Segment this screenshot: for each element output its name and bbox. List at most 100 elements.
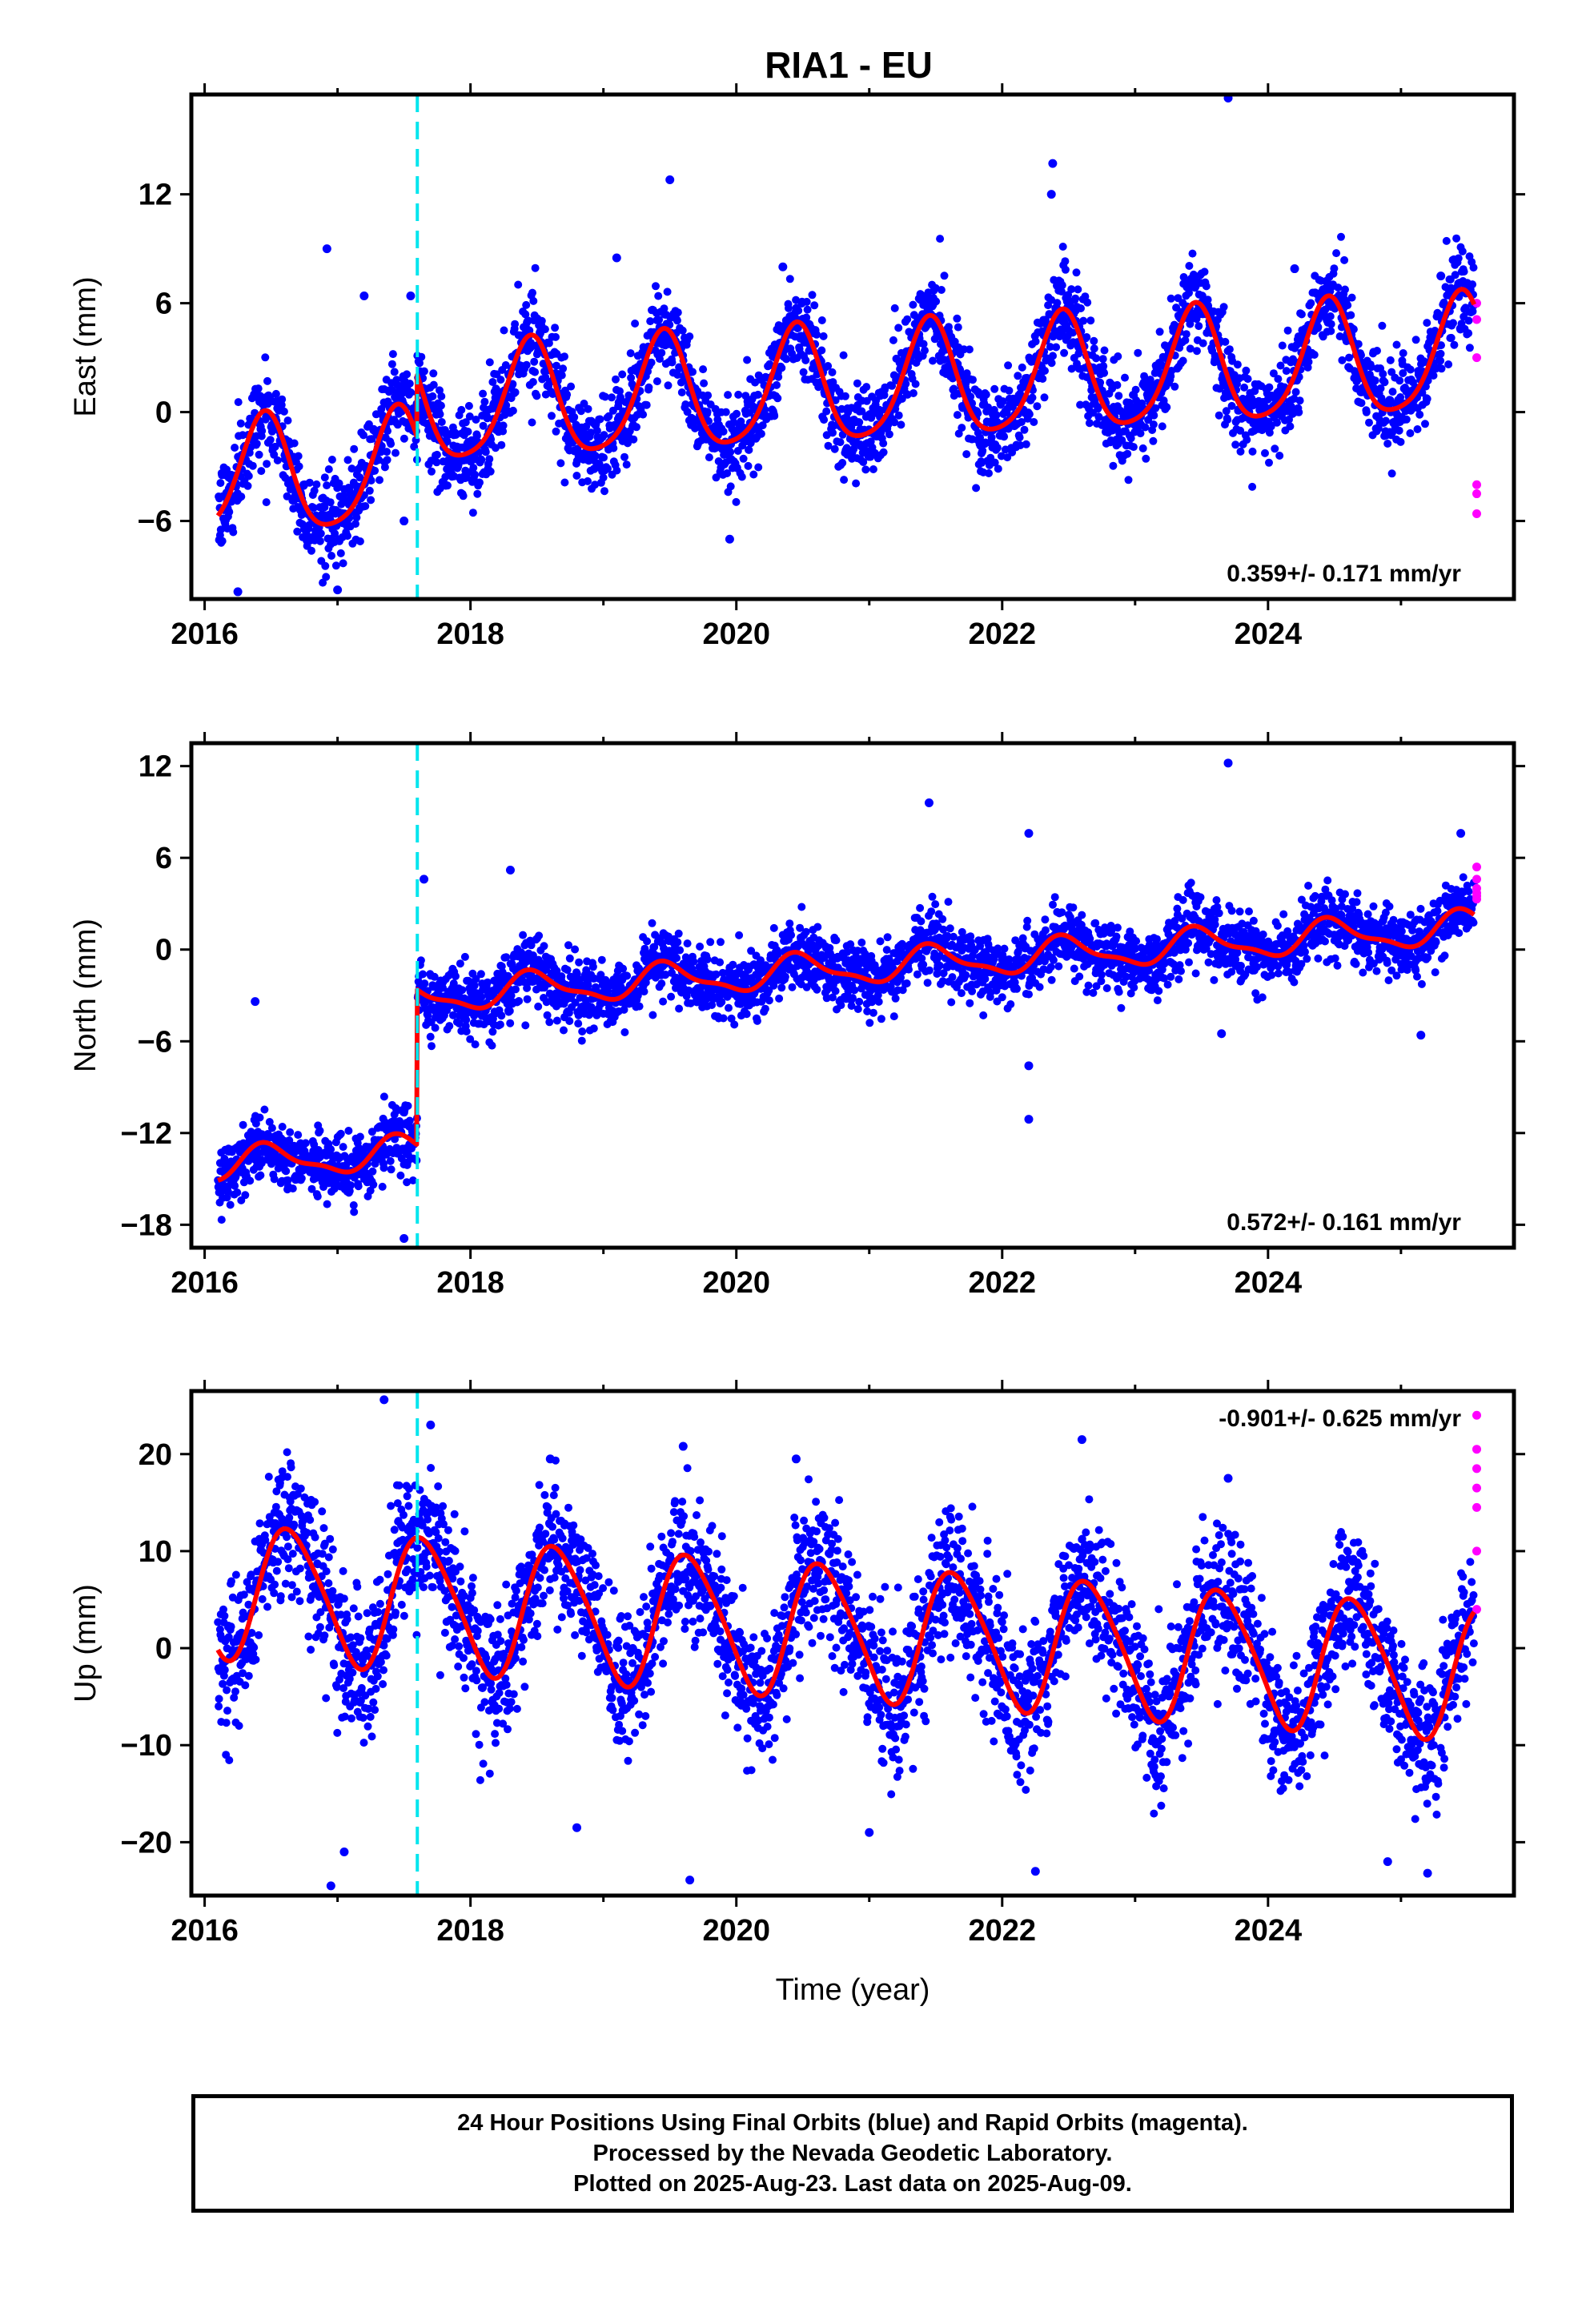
data-point [663, 287, 672, 296]
data-point [813, 985, 821, 994]
data-point [570, 412, 579, 421]
data-point [745, 445, 753, 454]
data-point [757, 429, 765, 438]
data-point [1326, 312, 1335, 320]
data-point [932, 297, 941, 306]
data-point [1031, 337, 1040, 346]
data-point [1248, 482, 1257, 491]
data-point [246, 1176, 255, 1185]
data-point [643, 937, 652, 946]
data-point [405, 1116, 414, 1125]
data-point [954, 323, 962, 332]
data-point [969, 376, 977, 384]
outlier-point [1046, 190, 1056, 199]
data-point [1449, 319, 1457, 328]
data-point [612, 375, 620, 384]
data-point [283, 492, 291, 501]
data-point [567, 382, 576, 391]
data-point [808, 291, 817, 300]
data-point [236, 419, 245, 428]
data-point [419, 970, 428, 979]
data-point [1429, 372, 1438, 380]
data-point [456, 959, 464, 968]
data-point [1274, 375, 1283, 384]
data-point [1395, 426, 1403, 435]
data-point [500, 326, 508, 335]
data-point [623, 971, 632, 980]
data-point [344, 1127, 353, 1135]
data-point [869, 465, 877, 473]
data-point [483, 414, 492, 423]
data-point [773, 380, 781, 389]
data-point [730, 1020, 739, 1029]
data-point [312, 480, 321, 489]
data-point [1188, 249, 1197, 258]
data-point [457, 405, 466, 414]
data-point [1049, 352, 1057, 360]
data-point [719, 427, 728, 436]
data-point [1421, 420, 1429, 428]
data-point [1028, 393, 1037, 402]
data-point [1304, 357, 1313, 366]
data-point [1423, 319, 1431, 328]
data-point [560, 352, 568, 361]
data-point [591, 480, 600, 489]
data-point [1464, 329, 1473, 338]
data-point [286, 1128, 295, 1136]
data-point [675, 364, 684, 373]
data-point [428, 1042, 436, 1051]
data-point [323, 481, 331, 490]
data-point [830, 444, 839, 453]
data-point [1215, 411, 1223, 420]
data-point [744, 461, 753, 470]
data-point [339, 1143, 347, 1152]
data-point [737, 417, 745, 426]
data-point [460, 952, 469, 961]
data-point [313, 1192, 322, 1200]
data-point [782, 355, 791, 364]
data-point [1077, 304, 1085, 312]
data-point [548, 412, 556, 420]
data-point [537, 316, 546, 325]
data-point [616, 387, 624, 396]
data-point [810, 301, 819, 310]
data-point [255, 450, 263, 459]
data-point [1395, 376, 1404, 385]
data-point [588, 963, 597, 971]
data-point [840, 476, 849, 485]
data-point [367, 496, 375, 505]
x-tick-label: 2016 [171, 617, 239, 651]
data-point [1225, 345, 1234, 354]
data-point [1338, 356, 1347, 364]
data-point [1406, 429, 1415, 437]
data-point [1291, 388, 1300, 396]
outlier-point [233, 587, 243, 597]
data-point [544, 339, 553, 348]
data-point [1337, 232, 1345, 241]
data-point [803, 305, 812, 314]
data-point [458, 986, 467, 995]
x-tick-label: 2018 [436, 617, 504, 651]
data-point [383, 427, 391, 436]
data-point [674, 929, 683, 938]
data-point [859, 458, 868, 466]
data-point [556, 459, 565, 468]
data-point [739, 454, 748, 463]
data-point [552, 427, 560, 436]
data-point [704, 391, 713, 400]
data-point [659, 997, 668, 1006]
data-point [799, 368, 808, 376]
data-point [431, 1023, 440, 1032]
data-point [1383, 440, 1392, 448]
data-point [735, 931, 744, 939]
outlier-point [778, 262, 788, 271]
data-point [753, 1016, 761, 1025]
data-point [660, 304, 669, 313]
data-point [857, 407, 866, 416]
data-point [387, 440, 396, 448]
y-tick-label: 0 [155, 396, 172, 430]
data-point [831, 396, 840, 404]
data-point [719, 1014, 728, 1023]
data-point [656, 355, 664, 364]
data-point [777, 983, 786, 992]
